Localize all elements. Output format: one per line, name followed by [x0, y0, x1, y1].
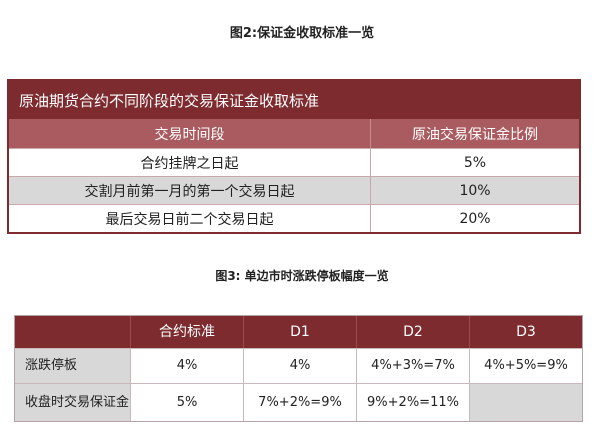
- table-cell: 7%+2%=9%: [244, 383, 357, 421]
- column-header-d2: D2: [357, 316, 470, 348]
- table-cell: 4%: [131, 348, 244, 383]
- table-cell: 9%+2%=11%: [357, 383, 470, 421]
- column-header-period: 交易时间段: [9, 119, 371, 148]
- table-row: 收盘时交易保证金 5% 7%+2%=9% 9%+2%=11%: [15, 383, 582, 421]
- margin-standard-table: 原油期货合约不同阶段的交易保证金收取标准 交易时间段 原油交易保证金比例 合约挂…: [7, 79, 581, 234]
- figure3-caption: 图3: 单边市时涨跌停板幅度一览: [215, 269, 389, 283]
- table-cell-empty: [470, 383, 582, 421]
- ratio-cell: 20%: [459, 210, 491, 227]
- table-row: 涨跌停板 4% 4% 4%+3%=7% 4%+5%=9%: [15, 348, 582, 383]
- figure2-caption: 图2:保证金收取标准一览: [229, 26, 375, 41]
- column-header-ratio: 原油交易保证金比例: [412, 126, 538, 143]
- table-cell: 5%: [131, 383, 244, 421]
- table-header-row: 交易时间段 原油交易保证金比例: [9, 119, 579, 148]
- table-row: 交割月前第一月的第一个交易日起 10%: [9, 176, 579, 204]
- period-cell: 最后交易日前二个交易日起: [9, 205, 371, 232]
- table-row: 合约挂牌之日起 5%: [9, 148, 579, 176]
- row-label: 涨跌停板: [15, 348, 131, 383]
- column-header-d1: D1: [244, 316, 357, 348]
- table-row: 最后交易日前二个交易日起 20%: [9, 204, 579, 232]
- row-label: 收盘时交易保证金: [15, 383, 131, 421]
- period-cell: 交割月前第一月的第一个交易日起: [9, 177, 371, 204]
- price-limit-table: 合约标准 D1 D2 D3 涨跌停板 4% 4% 4%+3%=7% 4%+5%=…: [14, 315, 583, 422]
- table-cell: 4%: [244, 348, 357, 383]
- table-cell: 4%+5%=9%: [470, 348, 582, 383]
- table-header-row: 合约标准 D1 D2 D3: [15, 316, 582, 348]
- table-cell: 4%+3%=7%: [357, 348, 470, 383]
- ratio-cell: 10%: [459, 182, 491, 199]
- table-title: 原油期货合约不同阶段的交易保证金收取标准: [9, 81, 579, 119]
- column-header-d3: D3: [516, 324, 536, 340]
- period-cell: 合约挂牌之日起: [9, 149, 371, 176]
- column-header-standard: 合约标准: [131, 316, 244, 348]
- column-header-blank: [15, 316, 131, 348]
- ratio-cell: 5%: [463, 154, 487, 171]
